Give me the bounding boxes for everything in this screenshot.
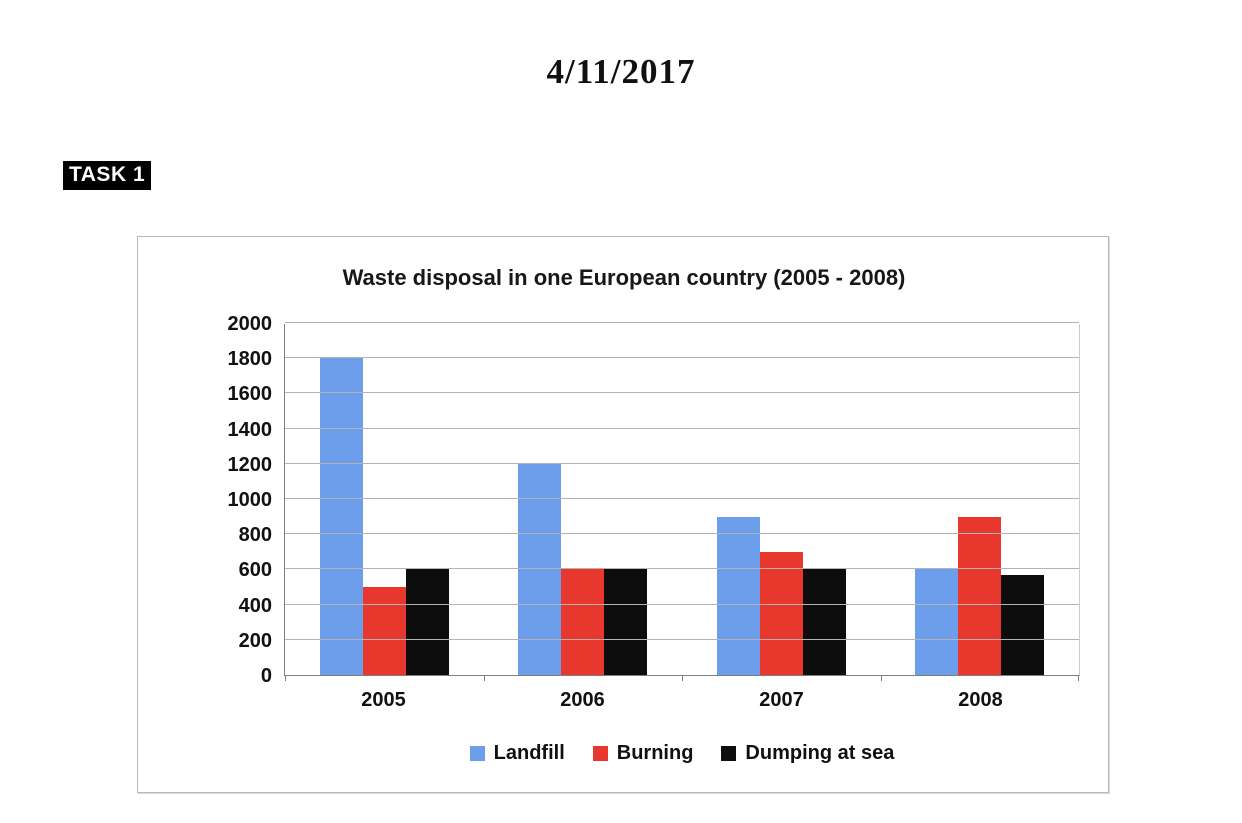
gridline	[285, 498, 1079, 499]
date-heading: 4/11/2017	[546, 52, 696, 91]
x-tick-mark	[285, 676, 286, 681]
gridline	[285, 533, 1079, 535]
chart-legend: Landfill Burning Dumping at sea	[284, 742, 1080, 765]
y-tick-label: 1200	[227, 453, 273, 476]
y-tick-label: 400	[238, 594, 272, 617]
gridline	[285, 638, 1079, 640]
legend-label: Landfill	[493, 742, 565, 764]
bar-burning-2005	[362, 587, 406, 675]
legend-label: Burning	[616, 742, 694, 764]
chart-title: Waste disposal in one European country (…	[342, 265, 906, 290]
x-tick-mark	[483, 676, 485, 681]
x-axis-label-2005: 2005	[361, 689, 406, 711]
legend-label: Dumping at sea	[745, 742, 895, 764]
y-tick-label: 1400	[227, 418, 273, 441]
x-axis-label-2007: 2007	[759, 689, 804, 711]
chart-container: Waste disposal in one European country (…	[137, 236, 1109, 793]
plot-area	[284, 322, 1080, 681]
x-tick-mark	[1078, 676, 1079, 681]
x-axis-label-2006: 2006	[560, 689, 605, 711]
gridline	[285, 462, 1079, 464]
x-axis-label-2008: 2008	[958, 689, 1003, 711]
bar-dumping-at-sea-2006	[604, 567, 648, 675]
bar-dumping-at-sea-2007	[802, 569, 846, 675]
y-tick-label: 800	[238, 524, 272, 547]
bar-dumping-at-sea-2008	[1001, 574, 1045, 675]
bar-burning-2007	[759, 551, 803, 675]
bar-burning-2008	[958, 516, 1002, 675]
gridline	[285, 568, 1079, 570]
bar-landfill-2007	[716, 516, 760, 675]
task-label: TASK 1	[63, 161, 152, 190]
gridline	[285, 357, 1079, 359]
bar-group-2005	[285, 324, 484, 675]
x-tick-mark	[682, 676, 683, 681]
legend-swatch-icon	[721, 746, 737, 761]
y-tick-label: 1800	[227, 348, 273, 371]
gridline	[285, 603, 1079, 605]
gridline	[285, 427, 1079, 429]
x-axis-labels: 2005 2006 2007 2008	[284, 689, 1080, 712]
y-tick-label: 1000	[227, 489, 273, 511]
legend-item-dumping-at-sea: Dumping at sea	[721, 742, 894, 765]
bar-groups	[285, 324, 1079, 675]
y-tick-label: 2000	[227, 313, 273, 335]
x-tick-mark	[880, 676, 882, 681]
bar-group-2008	[881, 324, 1080, 675]
bar-landfill-2006	[518, 463, 562, 675]
gridline	[285, 392, 1079, 394]
bar-landfill-2005	[319, 358, 363, 675]
legend-swatch-icon	[469, 746, 485, 761]
bar-group-2006	[484, 324, 683, 675]
legend-item-landfill: Landfill	[469, 742, 565, 765]
bar-dumping-at-sea-2005	[405, 569, 449, 675]
y-tick-label: 0	[260, 665, 272, 687]
y-tick-label: 1600	[227, 383, 273, 406]
y-axis-labels: 0 200 400 600 800 1000 1200 1400 1600 1800 2000	[193, 313, 278, 687]
y-tick-label: 600	[238, 559, 272, 582]
bar-group-2007	[682, 324, 881, 675]
bar-burning-2006	[561, 569, 605, 675]
legend-swatch-icon	[592, 746, 608, 761]
legend-item-burning: Burning	[592, 742, 694, 765]
gridline	[285, 322, 1079, 323]
bar-landfill-2008	[915, 569, 959, 675]
y-tick-label: 200	[238, 629, 272, 652]
